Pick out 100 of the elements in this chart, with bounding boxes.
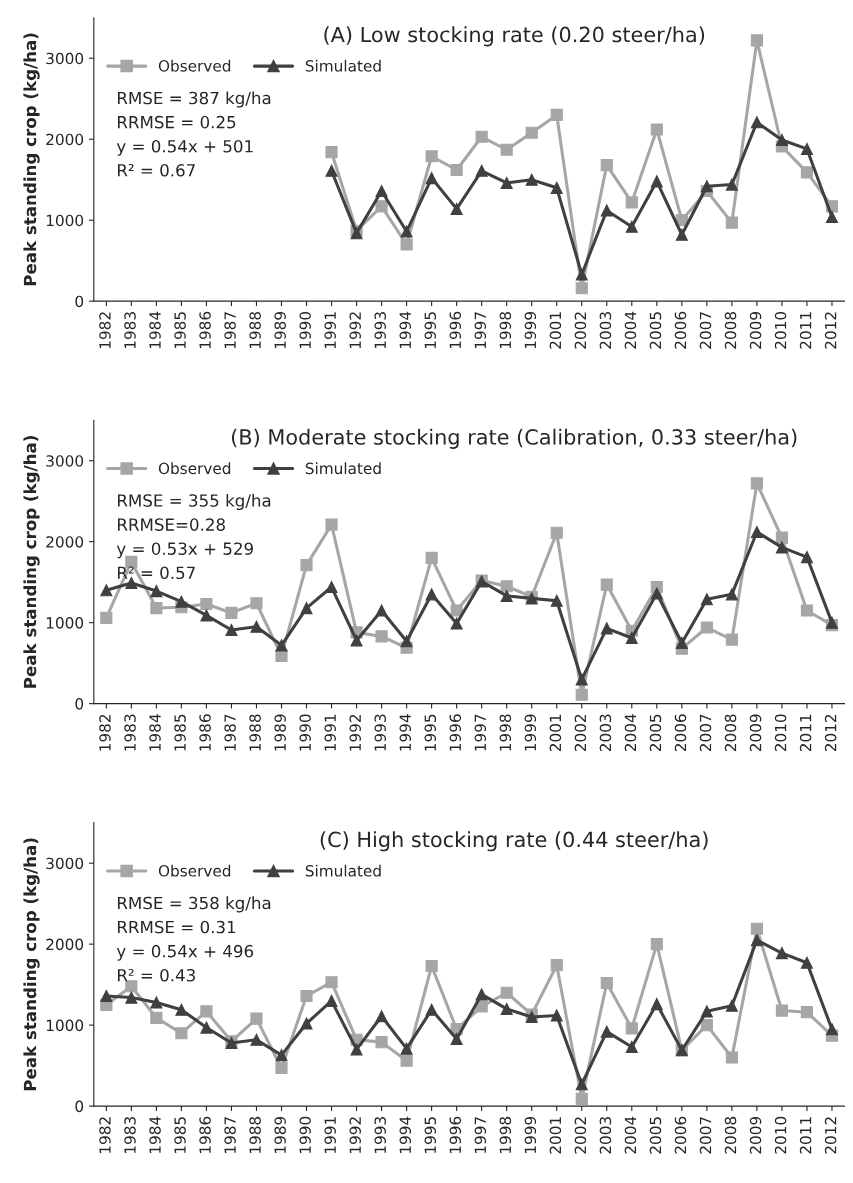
x-tick-label: 2009 [749, 1116, 762, 1154]
annotation: y = 0.54x + 501 [116, 139, 253, 156]
x-tick-label: 1986 [199, 714, 211, 751]
x-tick-label: 1989 [274, 311, 286, 349]
x-tick-label: 1998 [499, 311, 512, 349]
x-tick-label: 2011 [799, 1117, 812, 1154]
x-tick-label: 1992 [349, 714, 361, 751]
x-tick-label: 2005 [649, 1117, 662, 1154]
legend-label: Observed [158, 59, 231, 72]
x-tick-label: 1984 [149, 311, 161, 349]
x-tick-label: 1997 [474, 1117, 487, 1154]
x-tick-label: 2012 [824, 1117, 837, 1154]
y-tick-label: 3000 [46, 455, 84, 467]
x-tick-label: 2001 [549, 312, 562, 349]
y-tick-label: 1000 [46, 214, 84, 227]
x-tick-label: 2004 [624, 311, 637, 349]
x-tick-label: 1997 [474, 714, 487, 751]
annotation: RRMSE = 0.25 [117, 115, 236, 129]
x-tick-label: 1996 [449, 714, 462, 751]
x-tick-label: 2004 [624, 1116, 637, 1154]
x-tick-label: 2009 [749, 311, 762, 349]
x-tick-label: 2006 [674, 311, 687, 349]
x-tick-label: 1998 [499, 1116, 512, 1154]
x-tick-label: 2001 [549, 714, 562, 752]
annotation: R² = 0.67 [117, 164, 195, 177]
legend-label: Simulated [305, 864, 381, 877]
x-tick-label: 2010 [774, 1116, 787, 1154]
x-tick-label: 1992 [349, 312, 361, 349]
x-tick-label: 1991 [324, 714, 336, 751]
y-tick-label: 2000 [46, 536, 84, 548]
x-tick-label: 1996 [449, 1116, 462, 1154]
x-tick-label: 1999 [524, 311, 537, 349]
x-tick-label: 2009 [749, 714, 762, 752]
x-tick-label: 2012 [824, 714, 837, 752]
x-tick-label: 1988 [249, 714, 261, 751]
x-tick-label: 1992 [349, 1117, 361, 1154]
annotation: RMSE = 387 kg/ha [117, 91, 271, 108]
x-tick-label: 1982 [99, 312, 111, 349]
y-axis-title: Peak standing crop (kg/ha) [23, 838, 40, 1091]
x-tick-label: 2001 [549, 1117, 562, 1154]
y-tick-label: 3000 [46, 857, 84, 870]
x-tick-label: 2003 [599, 312, 612, 349]
x-tick-label: 1983 [124, 714, 136, 751]
y-tick-label: 0 [75, 698, 84, 710]
x-tick-label: 1997 [474, 312, 487, 349]
x-tick-label: 1989 [274, 714, 286, 751]
y-axis-title: Peak standing crop (kg/ha) [23, 436, 40, 688]
x-tick-label: 1996 [449, 311, 462, 349]
x-tick-label: 1982 [99, 714, 111, 751]
y-tick-label: 2000 [46, 133, 84, 146]
x-tick-label: 1986 [199, 1116, 211, 1154]
y-tick-label: 1000 [46, 1019, 84, 1032]
x-tick-label: 1999 [524, 714, 537, 751]
x-tick-label: 1993 [374, 312, 387, 349]
y-tick-label: 0 [75, 295, 84, 308]
x-tick-label: 2003 [599, 1117, 612, 1154]
x-tick-label: 2002 [574, 312, 587, 349]
legend-label: Simulated [305, 59, 381, 72]
annotation: RRMSE = 0.31 [117, 920, 236, 934]
x-tick-label: 1985 [174, 1117, 186, 1154]
annotation: RMSE = 358 kg/ha [117, 896, 271, 913]
x-tick-label: 1990 [299, 311, 311, 349]
annotation: RMSE = 355 kg/ha [117, 493, 271, 511]
x-tick-label: 1994 [399, 714, 412, 751]
y-tick-label: 0 [75, 1100, 84, 1113]
x-tick-label: 1995 [424, 1117, 437, 1154]
x-tick-label: 2008 [724, 311, 737, 349]
chart-title: (B) Moderate stocking rate (Calibration, 0.33 steer/ha) [231, 428, 797, 449]
x-tick-label: 2007 [699, 312, 712, 349]
legend-label: Observed [158, 864, 231, 877]
x-tick-label: 1984 [149, 1116, 161, 1154]
x-tick-label: 1999 [524, 1116, 537, 1154]
chart-title: (A) Low stocking rate (0.20 steer/ha) [324, 26, 705, 47]
y-tick-label: 1000 [46, 617, 84, 629]
x-tick-label: 2008 [724, 714, 737, 752]
x-tick-label: 1987 [224, 312, 236, 349]
x-tick-label: 2011 [799, 312, 812, 349]
x-tick-label: 2002 [574, 714, 587, 752]
x-tick-label: 1995 [424, 714, 437, 751]
x-tick-label: 1987 [224, 1117, 236, 1154]
x-tick-label: 2005 [649, 312, 662, 349]
annotation: y = 0.54x + 496 [116, 944, 254, 961]
x-tick-label: 1993 [374, 714, 387, 751]
x-tick-label: 1994 [399, 1116, 412, 1154]
x-tick-label: 2007 [699, 714, 712, 752]
x-tick-label: 2012 [824, 312, 837, 349]
x-tick-label: 1991 [324, 312, 336, 349]
annotation: R² = 0.43 [117, 968, 195, 982]
x-tick-label: 1984 [149, 714, 161, 751]
x-tick-label: 2008 [724, 1116, 737, 1154]
x-tick-label: 1988 [249, 1116, 261, 1154]
x-tick-label: 1985 [174, 714, 186, 751]
x-tick-label: 2007 [699, 1117, 712, 1154]
x-tick-label: 1986 [199, 311, 211, 349]
x-tick-label: 2002 [574, 1117, 587, 1154]
legend-label: Simulated [305, 462, 381, 475]
x-tick-label: 1989 [274, 1116, 286, 1154]
x-tick-label: 1982 [99, 1117, 111, 1154]
annotation: RRMSE=0.28 [117, 518, 225, 531]
y-tick-label: 2000 [46, 938, 84, 951]
